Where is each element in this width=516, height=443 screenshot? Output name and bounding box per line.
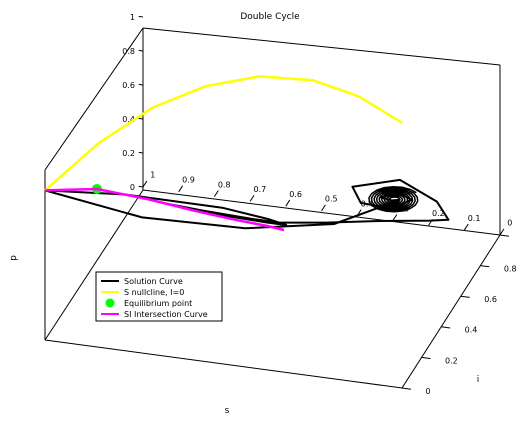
x-tick-label: 0.2 xyxy=(432,209,445,218)
x-tick-label: 0.9 xyxy=(182,176,195,185)
legend: Solution Curve S nullcline, I=0 Equilibr… xyxy=(95,271,223,322)
y-tick-label: 0.2 xyxy=(445,356,458,365)
x-tick xyxy=(321,204,326,212)
z-tick-label: 0 xyxy=(130,183,135,192)
box-edge xyxy=(142,27,501,66)
x-tick xyxy=(499,228,505,236)
x-tick xyxy=(213,190,219,197)
y-tick-label: 0 xyxy=(425,387,430,396)
z-tick-label: 0.2 xyxy=(122,149,135,158)
x-tick-label: 0 xyxy=(507,219,512,228)
curves xyxy=(44,75,450,232)
z-axis-label: p xyxy=(9,255,19,261)
tick-labels: 10.90.80.70.60.50.40.30.20.1000.20.40.60… xyxy=(122,13,516,396)
z-tick xyxy=(138,185,144,188)
x-axis-label: s xyxy=(225,406,230,416)
box-edge xyxy=(401,234,501,389)
x-tick xyxy=(392,214,398,221)
z-tick-label: 0.4 xyxy=(122,115,135,124)
x-tick-label: 0.8 xyxy=(218,180,231,189)
y-tick xyxy=(401,387,411,390)
z-tick xyxy=(138,117,144,120)
z-tick xyxy=(138,49,144,52)
x-tick xyxy=(178,185,184,193)
z-tick-label: 1 xyxy=(130,13,135,22)
box-edge xyxy=(142,189,501,236)
x-tick-label: 0.5 xyxy=(325,195,338,204)
box-edge xyxy=(44,27,144,171)
y-tick-label: 0.8 xyxy=(504,264,516,273)
z-tick xyxy=(138,15,144,18)
y-tick-label: 0.4 xyxy=(465,326,478,335)
legend-label-equilibrium-point: Equilibrium point xyxy=(124,299,192,308)
series-line-si-intersection-curve xyxy=(44,187,285,232)
tick-marks xyxy=(138,15,509,390)
x-tick-label: 1 xyxy=(150,171,155,180)
axes-box xyxy=(44,27,501,389)
legend-swatch-equilibrium-point xyxy=(105,298,115,308)
y-tick xyxy=(499,234,509,237)
x-tick xyxy=(249,195,255,202)
box-edge xyxy=(44,339,403,389)
x-tick-label: 0.7 xyxy=(254,185,267,194)
y-tick-label: 0.6 xyxy=(484,295,497,304)
box-edge xyxy=(44,189,144,341)
x-tick xyxy=(463,223,469,231)
legend-label-solution-curve: Solution Curve xyxy=(124,277,183,286)
z-tick xyxy=(138,151,144,154)
x-tick-label: 0.1 xyxy=(468,214,481,223)
legend-label-s-nullcline: S nullcline, I=0 xyxy=(124,288,184,297)
chart-title: Double Cycle xyxy=(240,12,300,22)
legend-label-si-intersection: SI Intersection Curve xyxy=(124,310,208,319)
x-tick xyxy=(285,199,291,207)
z-tick xyxy=(138,83,144,86)
z-tick-label: 0.8 xyxy=(122,47,135,56)
y-tick xyxy=(421,356,431,360)
x-tick-label: 0.6 xyxy=(289,190,302,199)
series-line-solution-curve-spiral xyxy=(368,185,419,213)
y-tick xyxy=(460,295,470,298)
series-line-s-nullcline-i-0 xyxy=(44,75,403,192)
series-line-solution-curve xyxy=(44,178,450,230)
y-tick xyxy=(480,265,490,268)
y-tick xyxy=(441,326,451,329)
y-axis-label: i xyxy=(477,375,480,385)
x-tick xyxy=(142,180,148,188)
z-tick-label: 0.6 xyxy=(122,81,135,90)
